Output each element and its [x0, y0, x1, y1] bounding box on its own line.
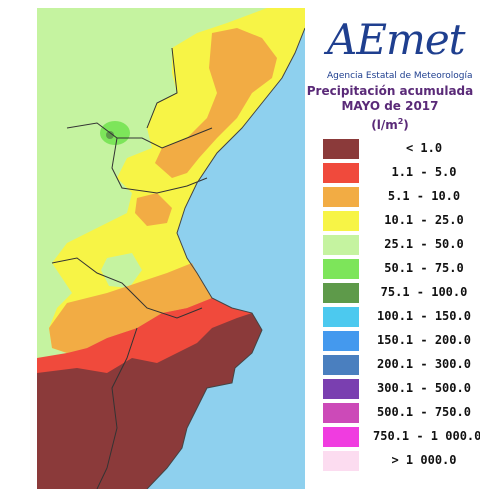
legend-label: < 1.0	[405, 141, 443, 155]
map-unit: (l/m2)	[305, 114, 475, 133]
map-period: MAYO de 2017	[341, 99, 439, 113]
legend-swatch	[323, 187, 359, 207]
legend-row: 50.1 - 75.0	[305, 259, 475, 279]
legend-row: 750.1 - 1 000.0	[305, 427, 480, 447]
legend-row: < 1.0	[305, 139, 475, 159]
unit-sup: 2	[397, 117, 404, 126]
province-border-2	[111, 137, 208, 194]
legend-label: 100.1 - 150.0	[377, 309, 471, 323]
legend-row: 500.1 - 750.0	[305, 403, 475, 423]
coastline	[146, 27, 305, 489]
zone-25-50-pocket	[89, 188, 129, 220]
unit-base: (l/m	[371, 118, 398, 132]
zone-50-75-spot	[100, 121, 130, 145]
legend-label: 500.1 - 750.0	[377, 405, 471, 419]
zone-lt-1	[37, 313, 262, 489]
legend-row: 150.1 - 200.0	[305, 331, 475, 351]
legend-row: 1.1 - 5.0	[305, 163, 475, 183]
legend-label: 5.1 - 10.0	[387, 189, 461, 203]
legend-row: 75.1 - 100.0	[305, 283, 475, 303]
zone-5-10-south	[49, 263, 212, 353]
province-border-1	[66, 122, 213, 149]
legend-label: 75.1 - 100.0	[380, 285, 468, 299]
legend-label: 300.1 - 500.0	[377, 381, 471, 395]
legend-swatch	[323, 283, 359, 303]
legend-label: > 1 000.0	[391, 453, 457, 467]
unit-close: )	[403, 118, 409, 132]
legend-swatch	[323, 427, 359, 447]
legend-row: > 1 000.0	[305, 451, 475, 471]
legend-label: 1.1 - 5.0	[391, 165, 457, 179]
legend-swatch	[323, 235, 359, 255]
legend-label: 50.1 - 75.0	[384, 261, 464, 275]
legend-swatch	[323, 451, 359, 471]
legend-row: 300.1 - 500.0	[305, 379, 475, 399]
logo-wordmark: AEmet	[327, 15, 466, 64]
legend-row: 100.1 - 150.0	[305, 307, 475, 327]
legend-swatch	[323, 331, 359, 351]
legend-swatch	[323, 355, 359, 375]
legend-label: 750.1 - 1 000.0	[373, 429, 480, 443]
legend-panel: AEmet Agencia Estatal de Meteorología Pr…	[305, 8, 480, 489]
legend-row: 25.1 - 50.0	[305, 235, 475, 255]
legend-swatch	[323, 307, 359, 327]
zone-25-50-pocket-2	[101, 253, 142, 288]
zone-75-100-spot	[106, 131, 114, 139]
legend-label: 200.1 - 300.0	[377, 357, 471, 371]
map-svg	[37, 8, 305, 489]
province-border-5	[146, 47, 178, 129]
logo-subtitle: Agencia Estatal de Meteorología	[327, 71, 473, 81]
province-border-4	[96, 327, 138, 489]
precipitation-map	[37, 8, 305, 489]
legend-label: 150.1 - 200.0	[377, 333, 471, 347]
map-title: Precipitación acumulada	[306, 84, 474, 98]
legend-swatch	[323, 259, 359, 279]
legend-swatch	[323, 211, 359, 231]
legend-row: 200.1 - 300.0	[305, 355, 475, 375]
legend-swatch	[323, 379, 359, 399]
legend-label: 10.1 - 25.0	[384, 213, 464, 227]
aemet-logo: AEmet Agencia Estatal de Meteorología	[327, 14, 475, 84]
legend-swatch	[323, 403, 359, 423]
zone-5-10-north	[155, 28, 277, 178]
legend-row: 10.1 - 25.0	[305, 211, 475, 231]
zone-5-10-mid	[135, 193, 172, 226]
legend-row: 5.1 - 10.0	[305, 187, 475, 207]
province-border-3	[51, 257, 203, 319]
legend-swatch	[323, 163, 359, 183]
legend-swatch	[323, 139, 359, 159]
legend-label: 25.1 - 50.0	[384, 237, 464, 251]
